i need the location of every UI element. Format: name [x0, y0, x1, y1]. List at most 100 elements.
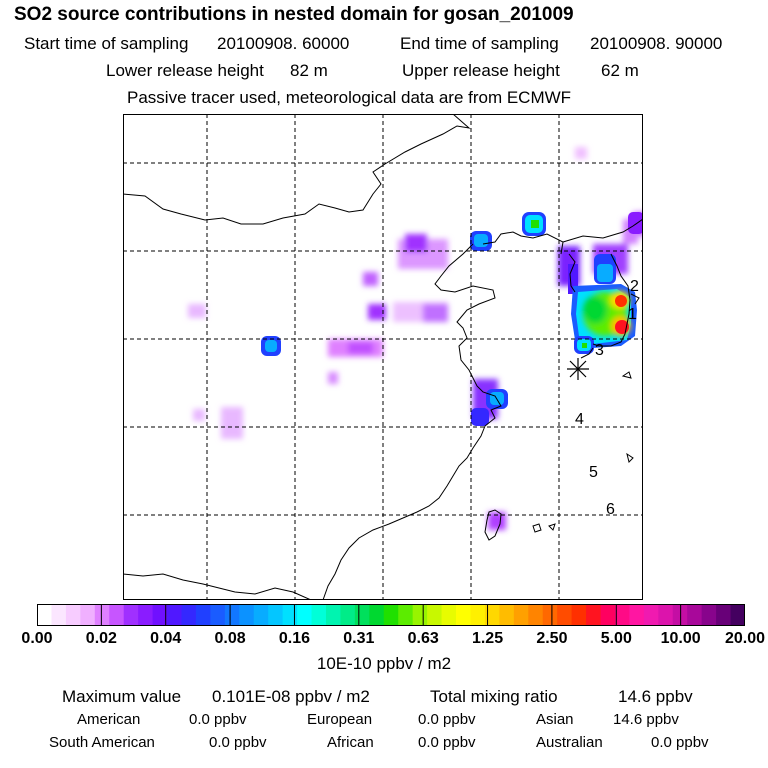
colorbar-cell [311, 604, 327, 626]
colorbar-cell [65, 604, 81, 626]
colorbar-cell [354, 604, 370, 626]
trajectory-label-3: 3 [595, 342, 604, 359]
colorbar-cell [427, 604, 443, 626]
colorbar-cell [123, 604, 139, 626]
colorbar-cell [268, 604, 284, 626]
colorbar-cell [586, 604, 602, 626]
colorbar-label: 0.08 [214, 630, 246, 647]
region-african-value: 0.0 ppbv [418, 734, 476, 751]
trajectory-label-4: 4 [575, 411, 584, 428]
colorbar-cell [138, 604, 154, 626]
colorbar-cell [109, 604, 125, 626]
colorbar-unit: 10E-10 ppbv / m2 [316, 654, 452, 673]
colorbar-cell [643, 604, 659, 626]
region-australian-value: 0.0 ppbv [651, 734, 709, 751]
region-asian-label: Asian [536, 711, 574, 728]
region-south-american-value: 0.0 ppbv [209, 734, 267, 751]
start-time-label: Start time of sampling [24, 34, 189, 53]
colorbar [37, 604, 745, 626]
region-asian-value: 14.6 ppbv [613, 711, 679, 728]
colorbar-cell [484, 604, 500, 626]
region-south-american-label: South American [49, 734, 155, 751]
colorbar-cell [51, 604, 67, 626]
map-title: SO2 source contributions in nested domai… [14, 4, 574, 25]
colorbar-cell [571, 604, 587, 626]
end-time-label: End time of sampling [400, 34, 559, 53]
region-african-label: African [327, 734, 374, 751]
colorbar-cell [557, 604, 573, 626]
colorbar-cell [456, 604, 472, 626]
colorbar-cell [701, 604, 717, 626]
upper-height-value: 62 m [601, 61, 639, 80]
region-american-label: American [77, 711, 141, 728]
colorbar-label: 0.63 [407, 630, 439, 647]
colorbar-cell [499, 604, 515, 626]
colorbar-cell [297, 604, 313, 626]
colorbar-cell [528, 604, 544, 626]
colorbar-cell [687, 604, 703, 626]
colorbar-cell [398, 604, 414, 626]
total-mixing-label: Total mixing ratio [430, 687, 558, 706]
start-time-value: 20100908. 60000 [217, 34, 350, 53]
colorbar-label: 0.02 [85, 630, 117, 647]
colorbar-cell [412, 604, 428, 626]
colorbar-label: 0.31 [343, 630, 375, 647]
colorbar-cell [629, 604, 645, 626]
colorbar-label: 0.00 [21, 630, 53, 647]
colorbar-cell [614, 604, 631, 626]
colorbar-cell [181, 604, 197, 626]
colorbar-cell [94, 604, 110, 626]
colorbar-cell [239, 604, 255, 626]
colorbar-cell [383, 604, 399, 626]
colorbar-cell [658, 604, 674, 626]
upper-height-label: Upper release height [402, 61, 560, 80]
colorbar-cell [224, 604, 240, 626]
colorbar-cell [167, 604, 183, 626]
region-european-label: European [307, 711, 373, 728]
end-time-value: 20100908. 90000 [590, 34, 723, 53]
colorbar-cell [210, 604, 226, 626]
colorbar-cell [716, 604, 732, 626]
total-mixing-value: 14.6 ppbv [618, 687, 693, 706]
contribution-map: 1 2 3 4 5 6 [123, 114, 643, 600]
colorbar-cell [542, 604, 558, 626]
region-australian-label: Australian [536, 734, 603, 751]
max-value: 0.101E-08 ppbv / m2 [212, 687, 370, 706]
colorbar-cell [80, 604, 96, 626]
colorbar-cell [253, 604, 269, 626]
colorbar-label: 2.50 [536, 630, 568, 647]
max-value-label: Maximum value [62, 687, 182, 706]
colorbar-cell [37, 604, 53, 626]
colorbar-label: 20.00 [724, 630, 766, 647]
lower-height-label: Lower release height [106, 61, 264, 80]
map-frame [123, 114, 643, 600]
colorbar-cell [369, 604, 385, 626]
colorbar-cell [152, 604, 168, 626]
colorbar-cell [325, 604, 342, 626]
grid-lines [123, 114, 643, 600]
tracer-note: Passive tracer used, meteorological data… [127, 88, 572, 107]
region-american-value: 0.0 ppbv [189, 711, 247, 728]
lower-height-value: 82 m [290, 61, 328, 80]
region-european-value: 0.0 ppbv [418, 711, 476, 728]
colorbar-cell [730, 604, 745, 626]
colorbar-cell [282, 604, 298, 626]
colorbar-cell [513, 604, 529, 626]
colorbar-cell [600, 604, 616, 626]
colorbar-label: 0.16 [278, 630, 311, 647]
colorbar-label: 1.25 [471, 630, 504, 647]
trajectory-label-6: 6 [606, 501, 615, 518]
receptor-star-marker [567, 358, 589, 380]
trajectory-label-2: 2 [630, 278, 639, 295]
colorbar-label: 0.04 [150, 630, 182, 647]
colorbar-cell [340, 604, 356, 626]
trajectory-label-5: 5 [589, 464, 598, 481]
colorbar-cell [195, 604, 211, 626]
colorbar-cell [441, 604, 457, 626]
colorbar-cell [470, 604, 486, 626]
concentration-field [188, 147, 643, 530]
colorbar-label: 5.00 [600, 630, 632, 647]
colorbar-label: 10.00 [660, 630, 701, 647]
trajectory-label-1: 1 [628, 306, 637, 323]
coastline [123, 114, 643, 600]
